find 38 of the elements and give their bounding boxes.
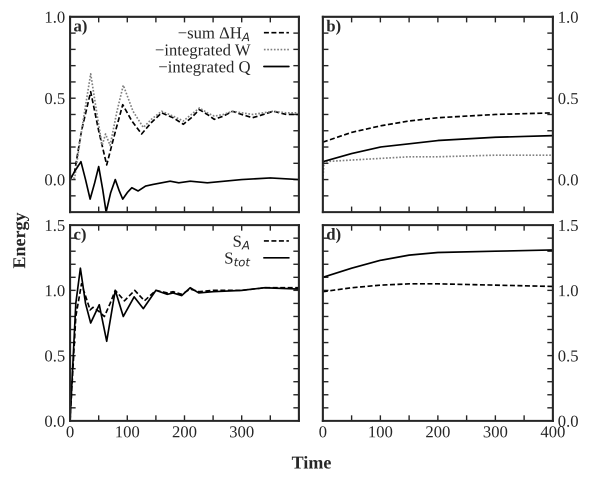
legend-label: S$_{tot}$	[225, 252, 250, 266]
annotation: b)	[326, 20, 340, 35]
y-tick-label: 0.5	[45, 350, 65, 362]
x-tick-label: 300	[230, 426, 254, 438]
legend-label: S$_{A}$	[234, 236, 250, 250]
y-tick-label: 0.5	[558, 350, 578, 362]
y-tick-label: 0.0	[558, 174, 578, 186]
y-tick-label: 1.0	[559, 285, 578, 296]
y-tick-label: 1.0	[46, 285, 65, 296]
y-tick-label: 0.5	[558, 92, 578, 104]
x-tick-label: 100	[369, 426, 392, 438]
x-tick-label: 300	[484, 426, 508, 438]
y-axis-title: Energy	[13, 212, 30, 268]
y-tick-label: 0.5	[45, 92, 65, 104]
y-tick-label: 0.0	[45, 416, 65, 427]
x-tick-label: 0	[319, 426, 326, 438]
line-series	[322, 112, 553, 143]
x-axis-title: Time	[292, 456, 331, 469]
legend-label: −integrated W	[156, 44, 251, 59]
y-tick-label: 1.5	[559, 220, 578, 232]
y-tick-label: 0.0	[45, 174, 65, 186]
legend-label: −sum ΔH$_{A}$	[178, 27, 250, 42]
y-tick-label: 1.0	[46, 12, 65, 23]
annotation: d)	[326, 228, 340, 244]
y-tick-label: 1.5	[46, 220, 65, 232]
y-tick-label: 1.0	[559, 12, 578, 23]
x-tick-label: 200	[172, 426, 196, 438]
x-tick-label: 400	[540, 426, 565, 438]
annotation: a)	[74, 20, 87, 35]
x-tick-label: 200	[426, 426, 450, 438]
line-series	[322, 134, 553, 163]
line-series	[322, 249, 553, 278]
y-tick-label: 0.0	[558, 416, 578, 427]
annotation: c)	[74, 228, 86, 244]
x-tick-label: 100	[116, 426, 140, 438]
legend-label: −integrated Q	[159, 60, 250, 76]
x-tick-label: 0	[66, 426, 74, 438]
line-series	[322, 283, 553, 293]
